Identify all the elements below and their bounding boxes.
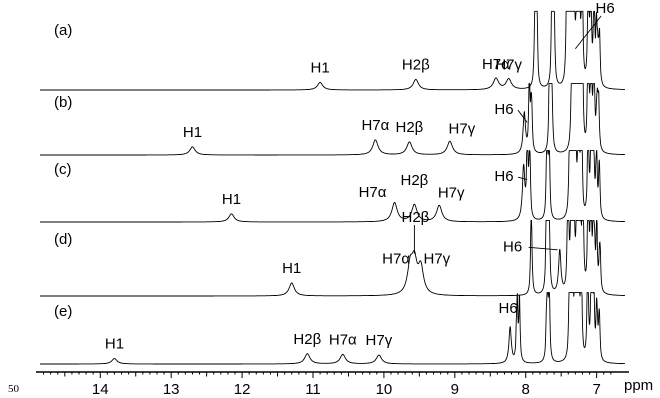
- x-tick-label: 8: [522, 381, 530, 398]
- panel-label: (e): [54, 303, 72, 320]
- x-tick-label: 10: [376, 381, 393, 398]
- peak-label: H1: [282, 260, 301, 277]
- panel-label: (a): [54, 22, 72, 39]
- spectrum-trace: [40, 150, 625, 223]
- panel-label: (c): [54, 161, 72, 178]
- peak-label: H7γ: [423, 250, 450, 267]
- peak-label: H6: [494, 168, 513, 185]
- peak-label: H7α: [482, 56, 510, 73]
- spectrum-panel: (e) H1 H2β H7α H7γ H6: [40, 292, 625, 365]
- spectrum-trace: [40, 83, 625, 156]
- x-tick-label: 12: [234, 381, 251, 398]
- spectrum-panel: (c) H1 H7α H2β H7γ H6: [40, 150, 625, 223]
- ppm-axis: 14 13 12 11 10 9 8 7 ppm: [36, 371, 653, 398]
- spectrum-panel: (d) H1 H7α H2β H7γ H6: [40, 209, 625, 297]
- peak-label: H2β: [395, 119, 423, 136]
- spectrum-trace: [40, 219, 625, 297]
- peak-label: H7α: [382, 250, 410, 267]
- peak-label: H7γ: [438, 185, 465, 202]
- peak-label: H2β: [402, 57, 430, 74]
- peak-label: H1: [311, 60, 330, 77]
- peak-label: H7α: [359, 184, 387, 201]
- x-tick-label: 7: [592, 381, 600, 398]
- peak-label: H6: [494, 101, 513, 118]
- peak-label: H1: [222, 191, 241, 208]
- spectrum-trace: [40, 292, 625, 365]
- peak-leader-line: [517, 176, 528, 181]
- x-tick-label: 14: [92, 381, 109, 398]
- peak-label: H7α: [361, 117, 389, 134]
- x-tick-label: 13: [163, 381, 180, 398]
- peak-label: H7γ: [495, 57, 522, 74]
- panel-label: (d): [54, 231, 72, 248]
- peak-leader-line: [528, 246, 558, 251]
- peak-leader-line: [517, 109, 528, 123]
- x-tick-label: 11: [305, 381, 321, 398]
- peak-label: H1: [183, 124, 202, 141]
- peak-label: H7α: [329, 332, 357, 349]
- spectrum-trace: [40, 10, 625, 91]
- peak-label: H1: [105, 336, 124, 353]
- peak-label: H7γ: [449, 120, 476, 137]
- peak-label: H6: [596, 0, 615, 17]
- panel-label: (b): [54, 94, 72, 111]
- peak-label: H7γ: [366, 332, 393, 349]
- peak-label: H2β: [401, 209, 429, 226]
- peak-label: H2β: [400, 172, 428, 189]
- peak-label: H2β: [293, 331, 321, 348]
- peak-label: H6: [503, 238, 522, 255]
- peak-leader-line: [575, 15, 602, 50]
- peak-label: H6: [499, 300, 518, 317]
- spectrum-panel: (b) H1 H7α H2β H7γ H6: [40, 83, 625, 156]
- x-axis-unit: ppm: [624, 377, 653, 394]
- x-tick-label: 9: [451, 381, 459, 398]
- page-number: 50: [8, 383, 20, 395]
